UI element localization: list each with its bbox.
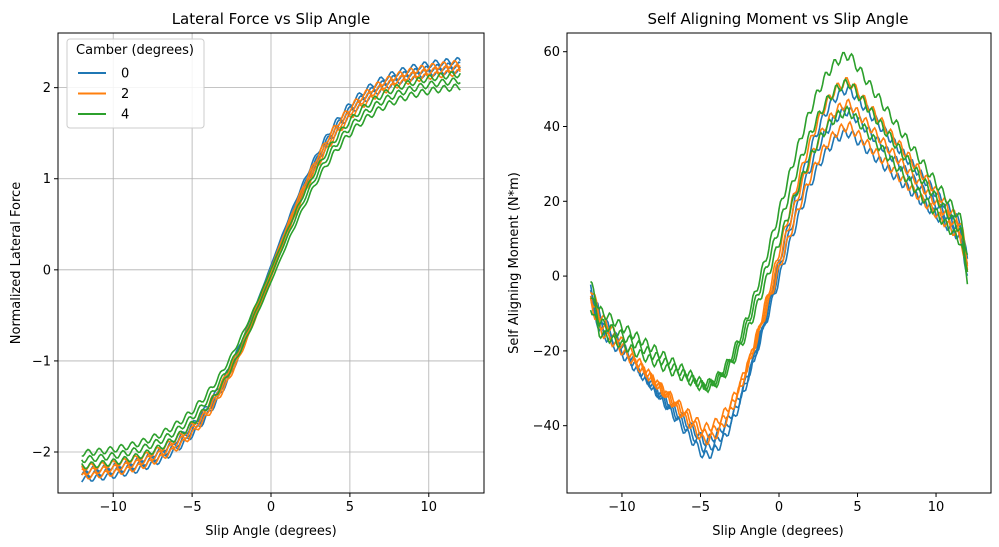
self-aligning-moment-lines	[589, 51, 969, 460]
self-aligning-moment-xtick-label: −5	[691, 500, 710, 515]
self-aligning-moment-series-2-line	[589, 98, 969, 439]
self-aligning-moment-ticks: −10 −5 0 5 10 −40 −20 0 20 40 60	[533, 45, 945, 515]
self-aligning-moment-ytick-label: 60	[543, 45, 560, 60]
self-aligning-moment-title: Self Aligning Moment vs Slip Angle	[648, 10, 909, 28]
lateral-force-series-2-line	[81, 68, 461, 480]
lateral-force-title: Lateral Force vs Slip Angle	[172, 10, 371, 28]
lateral-force-lines	[80, 56, 462, 483]
lateral-force-xtick-label: −10	[100, 500, 127, 515]
self-aligning-moment-ytick-label: 40	[543, 120, 560, 135]
self-aligning-moment-ytick-label: −40	[533, 419, 560, 434]
self-aligning-moment-xlabel: Slip Angle (degrees)	[712, 524, 843, 539]
self-aligning-moment-series-2-line	[589, 76, 969, 446]
self-aligning-moment-series-4-line	[590, 51, 969, 390]
legend-label-4: 4	[121, 108, 129, 123]
self-aligning-moment-axes-frame	[566, 32, 992, 494]
lateral-force-xtick-label: −5	[183, 500, 202, 515]
legend-label-0: 0	[121, 67, 129, 82]
lateral-force-ytick-label: 1	[43, 172, 51, 187]
self-aligning-moment-xtick-label: 0	[775, 500, 783, 515]
lateral-force-series-4-line	[81, 83, 461, 470]
lateral-force-xlabel: Slip Angle (degrees)	[205, 524, 336, 539]
lateral-force-series-4-line	[81, 71, 462, 457]
lateral-force-xtick-label: 0	[267, 500, 275, 515]
self-aligning-moment-ytick-label: 20	[543, 195, 560, 210]
self-aligning-moment-series-0-line	[589, 83, 969, 460]
legend-items: 0 2 4	[78, 67, 129, 123]
self-aligning-moment-ylabel: Self Aligning Moment (N*m)	[507, 172, 522, 354]
lateral-force-series-4-line	[81, 77, 461, 464]
lateral-force-series-2-line	[81, 64, 461, 476]
lateral-force-ytick-label: 2	[43, 81, 51, 96]
lateral-force-ytick-label: −2	[32, 446, 51, 461]
lateral-force-xtick-label: 10	[421, 500, 438, 515]
self-aligning-moment-ytick-label: 0	[552, 270, 560, 285]
legend-title: Camber (degrees)	[76, 43, 194, 58]
self-aligning-moment-xtick-label: 5	[853, 500, 861, 515]
lateral-force-ytick-label: 0	[43, 263, 51, 278]
self-aligning-moment-series-0-line	[590, 127, 969, 447]
self-aligning-moment-chart: Self Aligning Moment vs Slip Angle −10 −5…	[507, 10, 992, 539]
lateral-force-chart: Lateral Force vs Slip Angle −10 −5 0 5 10−2−…	[9, 10, 485, 539]
legend-box	[66, 38, 205, 129]
self-aligning-moment-series-4-line	[590, 78, 969, 392]
legend: Camber (degrees) 0 2 4	[66, 38, 205, 129]
lateral-force-ytick-label: −1	[32, 354, 51, 369]
self-aligning-moment-ytick-label: −20	[533, 344, 560, 359]
legend-label-2: 2	[121, 87, 129, 102]
self-aligning-moment-xtick-label: 10	[928, 500, 945, 515]
lateral-force-xtick-label: 5	[346, 500, 354, 515]
self-aligning-moment-xtick-label: −10	[608, 500, 635, 515]
lateral-force-ylabel: Normalized Lateral Force	[9, 182, 24, 344]
self-aligning-moment-series-4-line	[589, 105, 969, 394]
